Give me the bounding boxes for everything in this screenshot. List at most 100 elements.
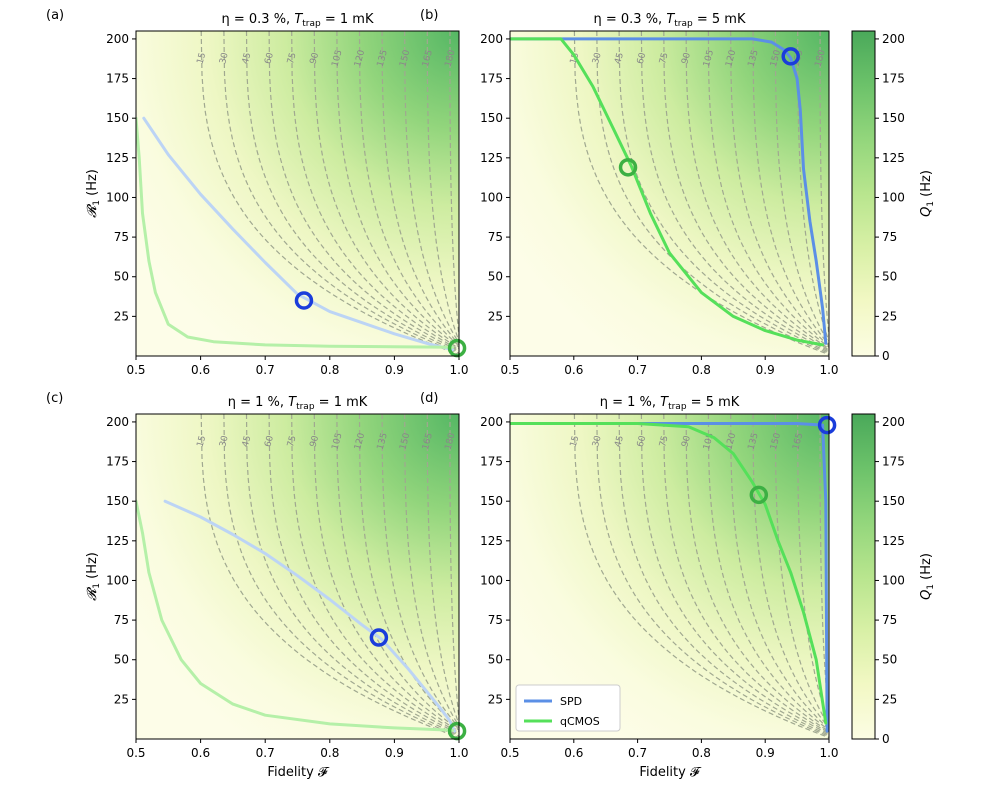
contour-line bbox=[797, 31, 829, 344]
x-tick-label: 1.0 bbox=[819, 363, 838, 377]
contour-line bbox=[640, 414, 829, 735]
contour-label: 45 bbox=[241, 435, 254, 449]
y-tick-label: 100 bbox=[106, 573, 129, 587]
y-tick-label: 100 bbox=[480, 190, 503, 204]
colorbar-tick-label: 50 bbox=[882, 270, 897, 284]
x-tick-label: 0.6 bbox=[564, 363, 583, 377]
x-tick-label: 1.0 bbox=[819, 746, 838, 760]
contour-line bbox=[618, 31, 829, 353]
contour-label: 30 bbox=[591, 51, 604, 65]
x-tick-label: 0.8 bbox=[692, 363, 711, 377]
contour-line bbox=[819, 414, 829, 725]
x-tick-label: 0.7 bbox=[628, 746, 647, 760]
title-t: T bbox=[288, 395, 297, 410]
colorbar-bottom: 0 25 50 75 100 125 150 175 200 Q1 (Hz) bbox=[851, 413, 936, 746]
series-line-spd bbox=[510, 37, 828, 345]
y-tick-label: 75 bbox=[114, 230, 129, 244]
y-tick-label: 175 bbox=[106, 72, 129, 86]
y-tick-label: 50 bbox=[114, 270, 129, 284]
contour-line bbox=[730, 414, 829, 730]
panel-title: η = 1 %, Ttrap = 1 mK bbox=[228, 395, 368, 412]
x-tick-label: 0.8 bbox=[320, 363, 339, 377]
colorbar-tick-label: 175 bbox=[882, 455, 905, 469]
contour-label: 15 bbox=[196, 52, 209, 66]
cb-label-sub: 1 bbox=[926, 584, 936, 590]
contour-label: 105 bbox=[702, 49, 716, 68]
y-tick-label: 25 bbox=[488, 692, 503, 706]
contour-label: 15 bbox=[196, 435, 209, 449]
contour-label: 90 bbox=[309, 434, 322, 448]
contour-label: 90 bbox=[680, 434, 693, 448]
contour-line bbox=[774, 31, 829, 345]
x-tick-label: 0.7 bbox=[256, 363, 275, 377]
colorbar-tick-label: 50 bbox=[882, 653, 897, 667]
colorbar-tick-label: 175 bbox=[882, 72, 905, 86]
colorbar-tick-label: 0 bbox=[882, 349, 890, 363]
contour-line bbox=[707, 414, 829, 731]
panel-label: (a) bbox=[46, 8, 64, 23]
x-tick-label: 0.8 bbox=[692, 746, 711, 760]
optimum-marker-spd bbox=[817, 415, 837, 435]
panel-title: η = 0.3 %, Ttrap = 1 mK bbox=[222, 12, 374, 29]
contour-line bbox=[404, 31, 459, 345]
series-line-qcmos bbox=[136, 116, 454, 349]
contour-label: 105 bbox=[331, 49, 345, 68]
colorbar-tick-label: 200 bbox=[882, 32, 905, 46]
y-tick-label: 50 bbox=[488, 653, 503, 667]
contour-line bbox=[685, 414, 829, 733]
contour-label: 30 bbox=[591, 434, 604, 448]
contour-label: 90 bbox=[309, 51, 322, 65]
contour-label: 150 bbox=[769, 49, 783, 68]
contour-label: 60 bbox=[636, 51, 649, 65]
contour-label: 30 bbox=[218, 51, 231, 65]
series-line-qcmos bbox=[510, 37, 825, 347]
optimum-marker-qcmos bbox=[618, 158, 638, 177]
contour-label: 45 bbox=[613, 52, 626, 66]
contour-line bbox=[336, 414, 459, 731]
contour-label: 120 bbox=[724, 49, 738, 68]
axes-frame bbox=[135, 413, 460, 740]
contour-line bbox=[752, 414, 829, 729]
optimum-marker-spd bbox=[781, 47, 800, 66]
title-rest: = 5 mK bbox=[693, 12, 746, 27]
colorbar-tick-label: 150 bbox=[882, 494, 905, 508]
contour-line bbox=[223, 414, 459, 738]
colorbar-tick-label: 75 bbox=[882, 613, 897, 627]
panel-title: η = 1 %, Ttrap = 5 mK bbox=[600, 395, 740, 412]
colorbar-tick-label: 150 bbox=[882, 111, 905, 125]
contour-line bbox=[426, 31, 459, 343]
ylabel-unit: (Hz) bbox=[85, 169, 100, 200]
contour-label: 45 bbox=[613, 435, 626, 449]
contour-line bbox=[573, 414, 829, 739]
x-tick-label: 0.7 bbox=[628, 363, 647, 377]
cb-label-main: Q bbox=[919, 207, 934, 217]
cb-label-unit: (Hz) bbox=[919, 553, 934, 584]
colorbar-tick-label: 0 bbox=[882, 732, 890, 746]
contour-line bbox=[313, 414, 459, 733]
contour-line bbox=[752, 31, 829, 346]
title-sub: trap bbox=[302, 19, 321, 29]
legend: SPD qCMOS bbox=[515, 684, 621, 732]
contour-label: 75 bbox=[658, 52, 671, 66]
contour-line bbox=[223, 31, 459, 355]
contour-label: 180 bbox=[814, 49, 828, 68]
legend-label-spd: SPD bbox=[560, 695, 582, 708]
y-tick-label: 50 bbox=[488, 270, 503, 284]
y-tick-label: 25 bbox=[488, 309, 503, 323]
ylabel-sub: 1 bbox=[92, 200, 102, 206]
contour-label: 60 bbox=[263, 434, 276, 448]
contour-line bbox=[618, 414, 829, 736]
y-tick-label: 25 bbox=[114, 692, 129, 706]
contour-label: 75 bbox=[286, 435, 299, 449]
contour-label: 150 bbox=[769, 432, 783, 451]
panel-label: (b) bbox=[420, 8, 438, 23]
y-tick-label: 200 bbox=[106, 32, 129, 46]
contour-label: 120 bbox=[353, 49, 367, 68]
contour-line bbox=[449, 31, 459, 342]
ylabel-main: 𝓡 bbox=[85, 203, 100, 218]
contour-line bbox=[404, 414, 459, 728]
y-tick-label: 75 bbox=[114, 613, 129, 627]
